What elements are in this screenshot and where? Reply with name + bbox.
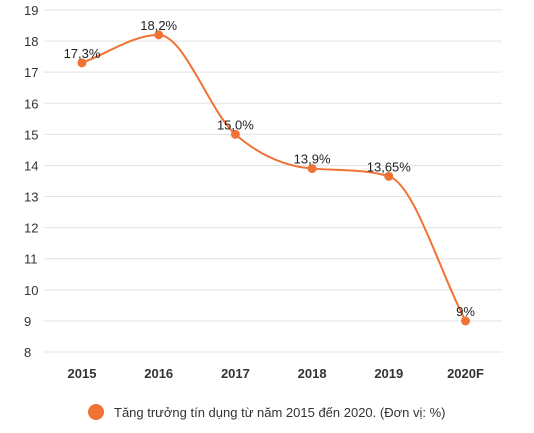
- y-tick-label: 17: [24, 65, 38, 80]
- data-point: [461, 316, 470, 326]
- y-tick-label: 16: [24, 96, 38, 111]
- legend: Tăng trưởng tín dụng từ năm 2015 đến 202…: [88, 402, 445, 422]
- data-label: 17,3%: [64, 46, 101, 61]
- data-points: [77, 30, 470, 326]
- data-point: [154, 30, 164, 40]
- data-point: [77, 58, 87, 68]
- legend-marker: [88, 404, 104, 420]
- y-tick-label: 10: [24, 283, 38, 298]
- x-tick-label: 2018: [298, 366, 327, 381]
- y-tick-label: 13: [24, 190, 38, 205]
- y-tick-label: 8: [24, 345, 31, 360]
- y-axis-ticks: 8 9 10 11 12 13 14 15 16 17 18 19: [24, 3, 38, 360]
- y-tick-label: 9: [24, 314, 31, 329]
- data-point: [384, 171, 394, 181]
- y-tick-label: 14: [24, 158, 38, 173]
- x-tick-label: 2020F: [447, 366, 484, 381]
- legend-label: Tăng trưởng tín dụng từ năm 2015 đến 202…: [114, 404, 446, 420]
- y-tick-label: 15: [24, 127, 38, 142]
- series-line: [81, 33, 467, 322]
- y-tick-label: 19: [24, 3, 38, 18]
- data-point: [307, 164, 317, 174]
- x-tick-label: 2017: [221, 366, 250, 381]
- x-tick-label: 2019: [374, 366, 403, 381]
- data-label: 15,0%: [217, 117, 254, 132]
- y-tick-label: 11: [24, 252, 38, 267]
- data-label: 18,2%: [140, 18, 177, 33]
- x-tick-label: 2016: [144, 366, 173, 381]
- data-label: 9%: [456, 304, 475, 319]
- x-axis-ticks: 2015 2016 2017 2018 2019 2020F: [68, 366, 484, 381]
- y-tick-label: 12: [24, 221, 38, 236]
- data-point: [230, 129, 240, 139]
- data-label: 13,65%: [367, 159, 412, 174]
- data-label: 13,9%: [294, 152, 331, 167]
- grid-lines: [44, 9, 502, 353]
- y-tick-label: 18: [24, 34, 38, 49]
- data-labels: 17,3% 18,2% 15,0% 13,9% 13,65% 9%: [64, 18, 476, 319]
- x-tick-label: 2015: [68, 366, 97, 381]
